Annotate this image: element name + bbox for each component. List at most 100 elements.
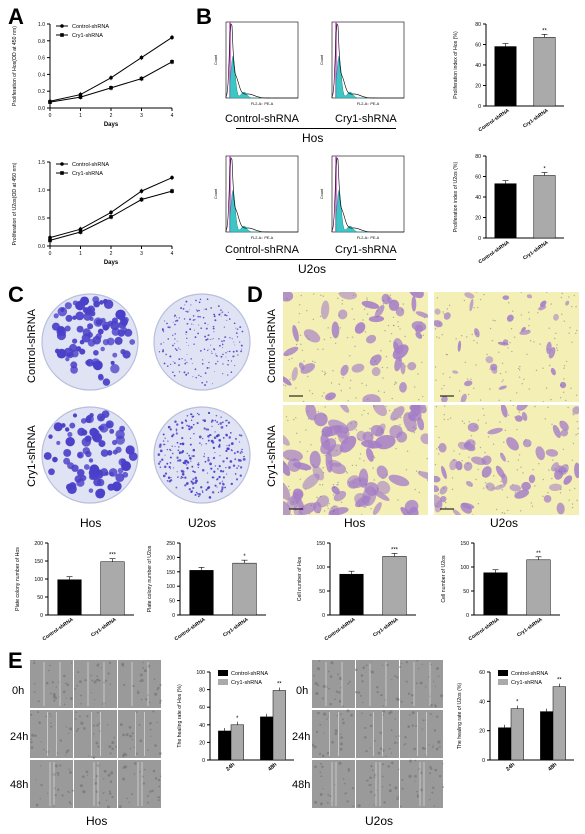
cell-speck — [439, 746, 441, 748]
legend-swatch — [218, 679, 228, 685]
cell-speck — [369, 747, 372, 749]
colony — [226, 314, 228, 317]
colony — [227, 421, 231, 424]
migrated-cell — [464, 292, 475, 299]
time-label-u2os-24h: 24h — [292, 731, 311, 743]
membrane-pore — [458, 390, 461, 392]
cell-speck — [370, 670, 374, 674]
colony — [112, 352, 118, 358]
wound-image — [312, 760, 355, 808]
colony — [217, 423, 220, 426]
colony — [172, 334, 174, 337]
cell-speck — [369, 776, 372, 780]
cell-speck — [30, 738, 33, 740]
membrane-pore — [365, 384, 368, 387]
colony — [174, 333, 176, 335]
colony — [193, 471, 196, 474]
colony — [184, 304, 186, 306]
membrane-pore — [516, 392, 518, 394]
bar-1-1 — [272, 690, 286, 761]
cell-speck — [433, 703, 436, 706]
colony — [48, 468, 55, 476]
colony — [64, 302, 72, 310]
colony — [75, 311, 85, 321]
colony — [227, 359, 229, 362]
colony — [202, 438, 204, 440]
colony — [223, 326, 226, 328]
colony — [173, 316, 175, 318]
cell-speck — [404, 742, 407, 745]
cell-speck — [93, 724, 96, 727]
cell-speck — [369, 724, 373, 728]
colony — [52, 456, 58, 463]
colony-plate-hos-control — [41, 293, 139, 391]
membrane-pore — [501, 453, 503, 455]
cell-speck — [373, 804, 376, 806]
membrane-pore — [427, 479, 428, 481]
membrane-pore — [377, 390, 380, 392]
cell-speck — [76, 684, 79, 687]
plate-dish — [153, 406, 251, 504]
membrane-pore — [477, 306, 479, 309]
membrane-pore — [518, 376, 521, 378]
cell-speck — [109, 683, 112, 686]
colony — [76, 325, 84, 333]
colony — [225, 433, 228, 436]
colony — [188, 345, 189, 347]
cell-speck — [129, 747, 132, 750]
membrane-pore — [370, 434, 373, 437]
membrane-pore — [349, 387, 351, 389]
colony — [159, 443, 162, 446]
colony — [188, 454, 191, 457]
cell-speck — [69, 697, 73, 700]
colony — [97, 328, 104, 335]
membrane-pore — [473, 307, 475, 309]
colony — [234, 473, 237, 475]
membrane-pore — [399, 424, 401, 426]
colony — [207, 411, 211, 415]
migrated-cell — [521, 411, 528, 421]
colony — [77, 427, 86, 436]
colony — [237, 458, 241, 462]
colony — [188, 427, 191, 431]
membrane-pore — [571, 506, 574, 509]
membrane-pore — [575, 306, 577, 308]
cell-speck — [346, 800, 349, 803]
membrane-pore — [461, 459, 463, 462]
cell-speck — [80, 694, 82, 697]
cell-speck — [419, 771, 423, 775]
membrane-pore — [559, 421, 562, 423]
cell-speck — [318, 752, 322, 755]
membrane-pore — [373, 405, 375, 407]
colony — [185, 361, 187, 364]
colony — [178, 446, 180, 448]
membrane-pore — [347, 400, 349, 402]
y-tick-label: 80 — [199, 688, 205, 694]
membrane-pore — [571, 459, 574, 461]
colony — [85, 450, 92, 458]
colony — [240, 434, 243, 437]
cell-speck — [362, 702, 364, 704]
cell-speck — [342, 721, 345, 725]
membrane-pore — [287, 419, 289, 422]
colony — [211, 491, 215, 494]
cell-speck — [370, 764, 373, 768]
flow-label-hos-cry1: Cry1-shRNA — [335, 113, 397, 125]
migrated-cell — [548, 347, 556, 359]
y-axis-label: Proliferation of Hos(OD at 450 nm) — [12, 26, 18, 106]
cell-speck — [133, 762, 137, 765]
membrane-pore — [558, 470, 561, 473]
membrane-pore — [382, 477, 384, 479]
cell-speck — [405, 680, 408, 683]
cell-speck — [371, 769, 374, 772]
cell-speck — [113, 736, 116, 739]
migrated-cell — [396, 431, 408, 443]
membrane-pore — [321, 433, 324, 435]
cell-speck — [396, 742, 398, 744]
data-point — [78, 230, 83, 234]
colony — [168, 480, 172, 483]
cell-speck — [345, 792, 347, 794]
cell-speck — [430, 703, 433, 707]
membrane-pore — [300, 294, 302, 297]
